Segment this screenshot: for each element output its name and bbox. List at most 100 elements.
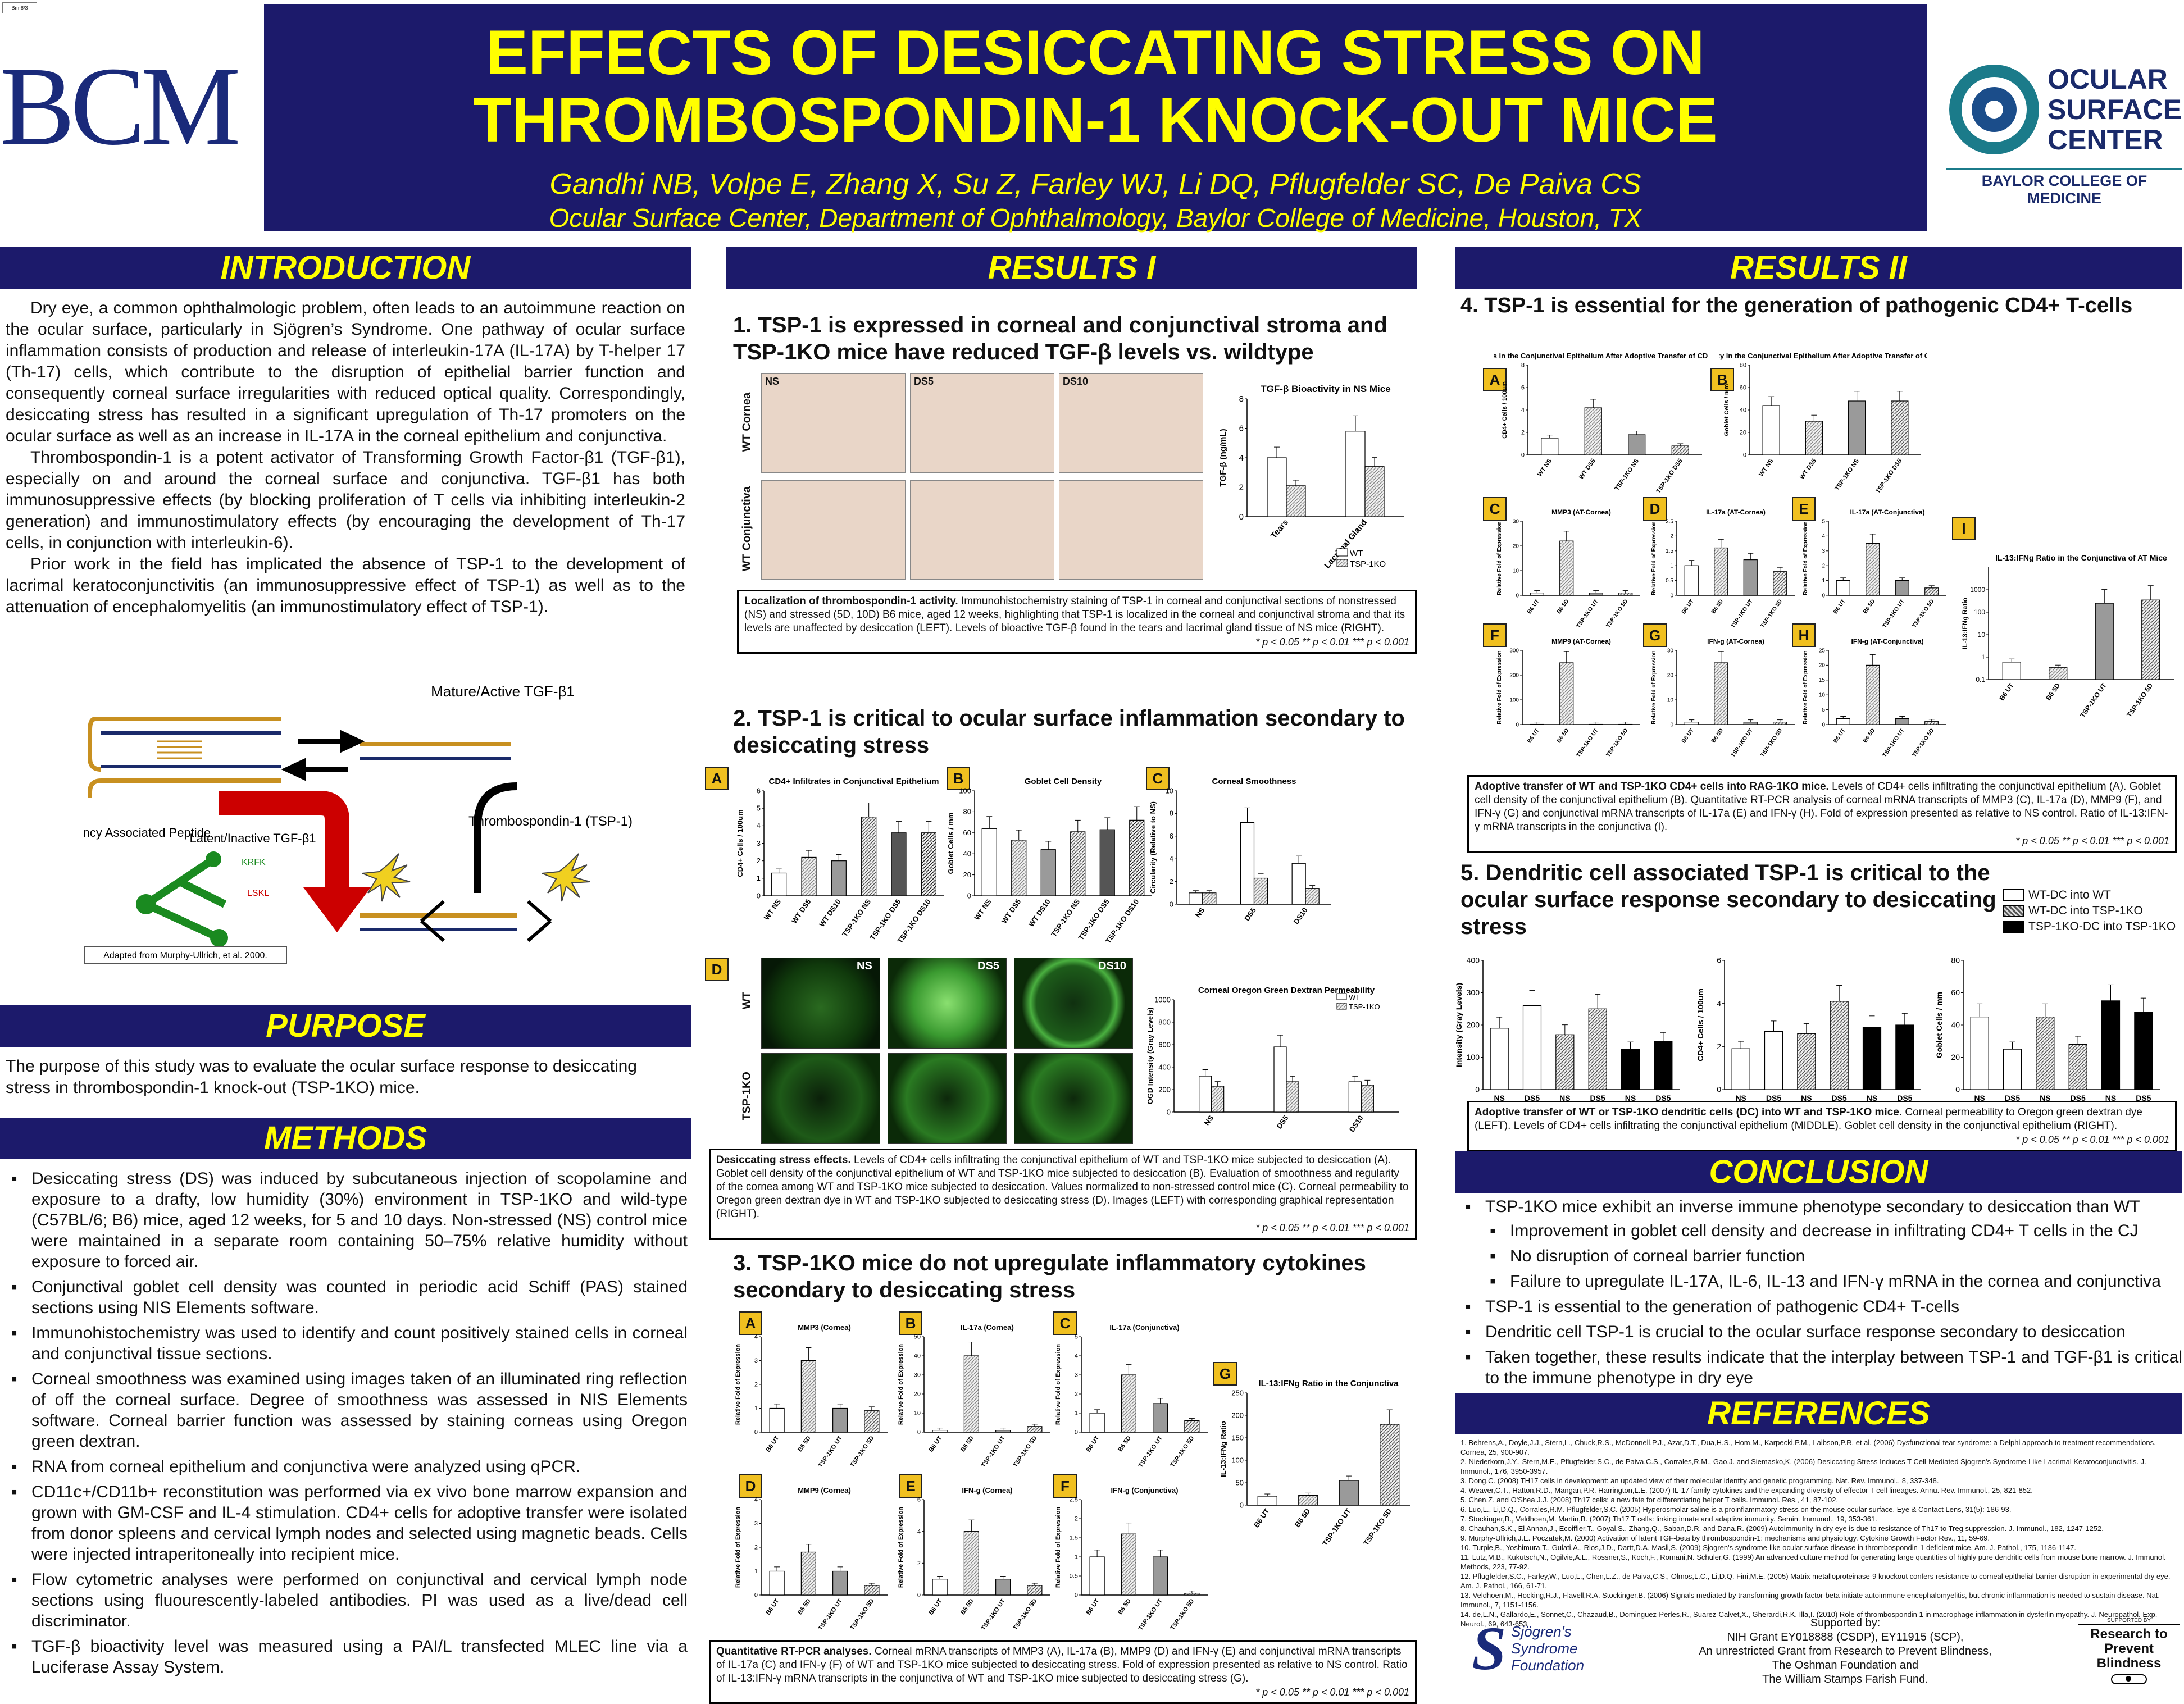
s5-legend-swatch-2	[2003, 905, 2024, 917]
reference-item: 3. Dong,C. (2008) TH17 cells in developm…	[1460, 1476, 2180, 1486]
x-tick-label: TSP-1KO NS	[1833, 458, 1860, 492]
y-tick-label: 2.5	[1666, 518, 1673, 525]
x-tick-label: B6 UT	[1085, 1598, 1101, 1616]
y-tick-label: 250	[1231, 1388, 1244, 1397]
bar	[891, 833, 906, 896]
y-tick-label: 0	[1075, 1429, 1078, 1436]
rpb-line2: Prevent	[2078, 1642, 2180, 1656]
x-tick-label: B6 UT	[928, 1598, 944, 1616]
bar	[1589, 593, 1603, 595]
chart-title: CD4+ Infiltrates in Conjunctival Epithel…	[769, 777, 939, 786]
results1-section3-title: 3. TSP-1KO mice do not upregulate inflam…	[733, 1250, 1418, 1304]
bar	[1027, 1585, 1042, 1595]
y-tick-label: 30	[1667, 648, 1674, 654]
chart-2a: CD4+ Infiltrates in Conjunctival Epithel…	[730, 775, 949, 949]
cap4-sig: * p < 0.05 ** p < 0.01 *** p < 0.001	[1475, 834, 2169, 848]
x-tick-label: TSP-1KO NS	[1614, 458, 1641, 492]
osc-logo-line2: SURFACE	[2048, 94, 2182, 125]
reference-item: 11. Lutz,M.B., Kukutsch,N., Ogilvie,A.L.…	[1460, 1552, 2180, 1571]
y-tick-label: 1	[1075, 1554, 1078, 1561]
x-tick-label: TSP-1KO UT	[2078, 681, 2108, 719]
bar	[1339, 1480, 1358, 1505]
x-tick-label: TSP-1KO UT	[1730, 598, 1754, 629]
conclusion-body: TSP-1KO mice exhibit an inverse immune p…	[1460, 1196, 2182, 1393]
x-tick-label: WT NS	[762, 897, 782, 922]
y-tick-label: 0.5	[1666, 578, 1673, 584]
y-axis-label: Goblet Cells / mm	[1935, 992, 1944, 1058]
y-tick-label: 50	[1236, 1478, 1244, 1487]
reference-item: 5. Chen,Z. and O'Shea,J.J. (2008) Th17 c…	[1460, 1495, 2180, 1505]
support-line2: An unrestricted Grant from Research to P…	[1663, 1644, 2028, 1659]
osc-logo-sub: BAYLOR COLLEGE OF MEDICINE	[1946, 168, 2182, 207]
y-tick-label: 6	[1521, 385, 1525, 391]
y-tick-label: 2	[1075, 1516, 1078, 1523]
y-tick-label: 60	[1740, 385, 1746, 391]
diagram-tsp-label: Thrombospondin-1 (TSP-1)	[468, 814, 633, 829]
chart-title: MMP9 (Cornea)	[798, 1486, 851, 1495]
x-tick-label: WT DS5	[1799, 458, 1818, 481]
bar	[770, 1571, 784, 1596]
sjogren-line2: Syndrome	[1511, 1640, 1584, 1657]
results1-section1-title: 1. TSP-1 is expressed in corneal and con…	[733, 312, 1418, 366]
y-tick-label: 20	[1951, 1053, 1960, 1061]
y-axis-label: Relative Fold of Expression	[1651, 650, 1657, 724]
osc-logo-line1: OCULAR	[2048, 64, 2182, 94]
y-tick-label: 0	[1670, 593, 1673, 599]
bar	[1585, 408, 1601, 455]
reference-item: 10. Turpie,B., Yoshimura,T., Gulati,A., …	[1460, 1543, 2180, 1552]
bar	[1895, 581, 1909, 595]
results2-heading: RESULTS II	[1455, 247, 2182, 289]
x-tick-label: TSP-1KO 5D	[1759, 598, 1783, 629]
y-tick-label: 0	[1170, 900, 1173, 908]
tgfb-activation-diagram: Mature/Active TGF-β1 Thrombospondin-1 (T…	[84, 680, 646, 972]
bar	[1041, 850, 1055, 896]
reference-item: 13. Veldhoen,M., Hocking,R.J., Flavell,R…	[1460, 1591, 2180, 1610]
y-tick-label: 10	[1667, 697, 1674, 703]
support-line3: The Oshman Foundation and	[1663, 1659, 2028, 1673]
x-tick-label: B6 5D	[959, 1435, 975, 1453]
bar	[1891, 401, 1908, 455]
label-4i: I	[1952, 517, 1976, 540]
y-tick-label: 10	[914, 1410, 921, 1417]
bar	[2135, 1012, 2153, 1090]
y-tick-label: 150	[1231, 1433, 1244, 1442]
bar	[1346, 431, 1365, 517]
y-tick-label: 0	[917, 1592, 921, 1599]
x-tick-label: TSP-1KO UT	[1576, 727, 1600, 758]
bar	[1866, 544, 1880, 595]
y-axis-label: Relative Fold of Expression	[1651, 521, 1657, 595]
bar	[2036, 1017, 2054, 1090]
results1-caption3: Quantitative RT-PCR analyses. Corneal mR…	[709, 1640, 1417, 1704]
conclusion-bullet-4: Taken together, these results indicate t…	[1485, 1347, 2182, 1388]
y-axis-label: TGF-β (ng/mL)	[1218, 429, 1228, 486]
poster-title-line1: EFFECTS OF DESICCATING STRESS ON	[264, 19, 1927, 86]
x-tick-label: B6 5D	[1710, 727, 1725, 744]
diagram-latent-label: Latent/Inactive TGF-β1	[189, 831, 316, 845]
methods-list: Desiccating stress (DS) was induced by s…	[6, 1168, 688, 1682]
conclusion-sub-1: Improvement in goblet cell density and d…	[1510, 1220, 2182, 1241]
y-tick-label: 200	[1158, 1085, 1171, 1094]
s5-legend-item-3: TSP-1KO-DC into TSP-1KO	[2003, 919, 2182, 935]
ogd-ko-ds5	[888, 1053, 1007, 1144]
conclusion-bullet-3: Dendritic cell TSP-1 is crucial to the o…	[1485, 1322, 2182, 1342]
reference-item: 4. Weaver,C.T., Hatton,R.D., Mangan,P.R.…	[1460, 1486, 2180, 1495]
y-tick-label: 20	[1819, 663, 1826, 669]
ihc-wt-conj-ds10	[1059, 480, 1203, 580]
x-tick-label: WT DS5	[790, 897, 812, 925]
y-tick-label: 0	[1822, 593, 1825, 599]
bar	[801, 1361, 816, 1433]
x-tick-label: B6 5D	[1862, 598, 1876, 615]
y-tick-label: 200	[1509, 672, 1519, 678]
x-tick-label: B6 5D	[1117, 1598, 1132, 1616]
x-tick-label: TSP-1KO 5D	[1911, 598, 1935, 629]
y-axis-label: CD4+ Cells / 100um	[1696, 988, 1705, 1061]
ogd-col-ns: NS	[857, 960, 872, 973]
bar	[1589, 1009, 1607, 1090]
ogd-col-ds5: DS5	[977, 960, 999, 973]
x-tick-label: TSP-1KO UT	[1576, 598, 1600, 629]
bar	[1071, 832, 1085, 896]
y-tick-label: 3	[757, 839, 761, 848]
bar	[1292, 863, 1305, 904]
